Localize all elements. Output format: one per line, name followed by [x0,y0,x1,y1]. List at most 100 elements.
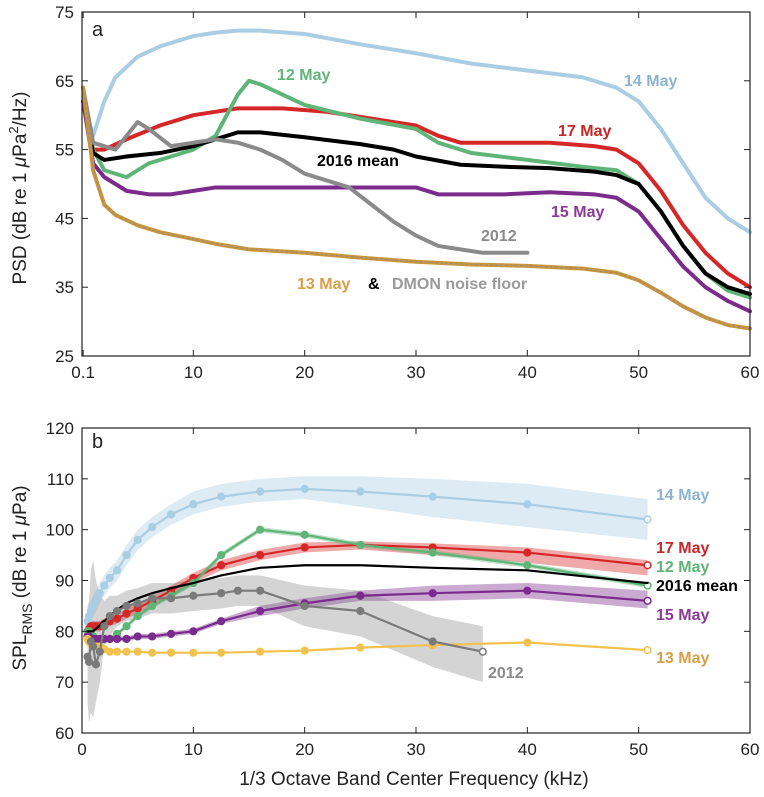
x-tick-label: 60 [741,363,760,382]
point-14-may [100,581,109,590]
point-15-may [256,606,265,616]
point-17-may [256,550,265,560]
end-point-2012 [478,647,487,656]
point-13-may [112,647,122,656]
panel-a-annotations: a 12 May 14 May 17 May 2016 mean 15 May … [92,19,677,293]
y-tick-label: 65 [55,72,74,91]
point-15-may [133,632,142,641]
label-2012-b: 2012 [488,665,524,682]
point-12-may [256,525,265,534]
line-overlay-13-may-and-dmon-noise-floor [82,87,751,330]
x-tick-label: 10 [184,740,203,759]
series-2012 [81,85,530,255]
panel-b-y-axis-label: SPLRMS (dB re 1 μPa) [10,485,35,670]
point-15-may [428,589,437,598]
point-2012 [217,589,226,598]
x-tick-label: 50 [629,363,648,382]
point-15-may [166,629,176,638]
end-point-17-may [643,561,652,570]
point-17-may [122,609,131,618]
y-tick-label: 75 [55,3,74,22]
point-14-may [112,566,122,575]
point-15-may [523,586,532,595]
x-tick-label: 10 [184,363,203,382]
x-tick-label: 20 [295,740,314,759]
point-13-may [300,646,309,655]
label-15-may-a: 15 May [551,204,604,221]
point-12-may [122,622,131,631]
label-17-may-b: 17 May [656,540,709,557]
end-point-15-may [643,597,652,605]
point-2012 [112,606,122,616]
y-tick-label: 70 [55,673,74,692]
point-2012 [89,642,98,651]
point-14-may [217,492,226,501]
label-14-may-a: 14 May [624,73,677,90]
point-15-may [189,627,198,636]
point-12-may [428,548,437,557]
point-13-may [133,647,142,656]
point-13-may [256,647,265,656]
point-2012 [100,622,109,631]
label-17-may-a: 17 May [558,123,611,140]
point-2012 [95,647,104,656]
x-tick-label: 60 [741,740,760,759]
point-13-may [523,638,532,647]
x-tick-label: 40 [518,740,537,759]
point-14-may [189,500,198,509]
line-15-may [81,99,752,314]
panel-a-axes-frame [81,11,751,357]
series-14-may [81,28,752,235]
point-14-may [122,550,131,560]
label-14-may-b: 14 May [656,487,709,504]
x-tick-label: 40 [518,363,537,382]
x-tick-label: 30 [407,740,426,759]
panel-b-annotations: b 14 May 17 May 12 May 2016 mean 15 May … [92,431,738,682]
panel-b-x-axis-label: 1/3 Octave Band Center Frequency (kHz) [239,769,589,790]
point-15-may [112,634,122,644]
point-2012 [428,637,437,646]
point-13-may [148,648,157,657]
series-13-may-and-dmon-noise-floor [81,85,752,331]
panel-a: 0.1 10 20 30 40 50 60 25 35 45 55 65 75 PSD (dB re 1… [6,3,759,382]
point-12-may [300,530,309,539]
series-2016-mean [81,99,752,297]
label-ampersand-a: & [368,276,380,293]
point-13-may [189,648,198,657]
point-17-may [523,548,532,557]
label-2012-a: 2012 [481,228,517,245]
y-tick-label: 90 [55,572,74,591]
point-2012 [256,586,265,595]
panel-b-ticks: 0 10 20 30 40 50 60 60 70 80 90 100 110 120 [46,419,760,759]
series-2012 [83,586,487,669]
point-2012 [166,594,176,603]
point-15-may [148,632,157,641]
x-tick-label: 30 [407,363,426,382]
point-14-may [95,589,104,598]
y-tick-label: 60 [55,724,74,743]
point-15-may [122,634,131,644]
x-tick-label: 20 [295,363,314,382]
end-point-14-may [643,515,652,524]
point-15-may [356,591,365,600]
point-17-may [217,561,226,570]
label-2016-mean-b: 2016 mean [656,578,738,595]
x-tick-label: 50 [629,740,648,759]
point-14-may [300,484,309,494]
x-tick-label: 0.1 [71,363,95,382]
line-2016-mean [81,99,752,297]
y-tick-label: 80 [55,622,74,641]
point-14-may [148,523,157,532]
point-2012 [122,601,131,611]
line-2012 [81,85,530,255]
point-17-may [112,614,122,623]
band-15-may [87,583,648,642]
point-14-may [256,487,265,496]
label-dmon-noise-floor-a: DMON noise floor [392,276,527,293]
y-tick-label: 100 [46,521,74,540]
point-2012 [91,660,101,669]
point-17-may [300,543,309,552]
point-13-may [356,643,365,652]
point-13-may [105,647,114,656]
y-tick-label: 45 [55,209,74,228]
